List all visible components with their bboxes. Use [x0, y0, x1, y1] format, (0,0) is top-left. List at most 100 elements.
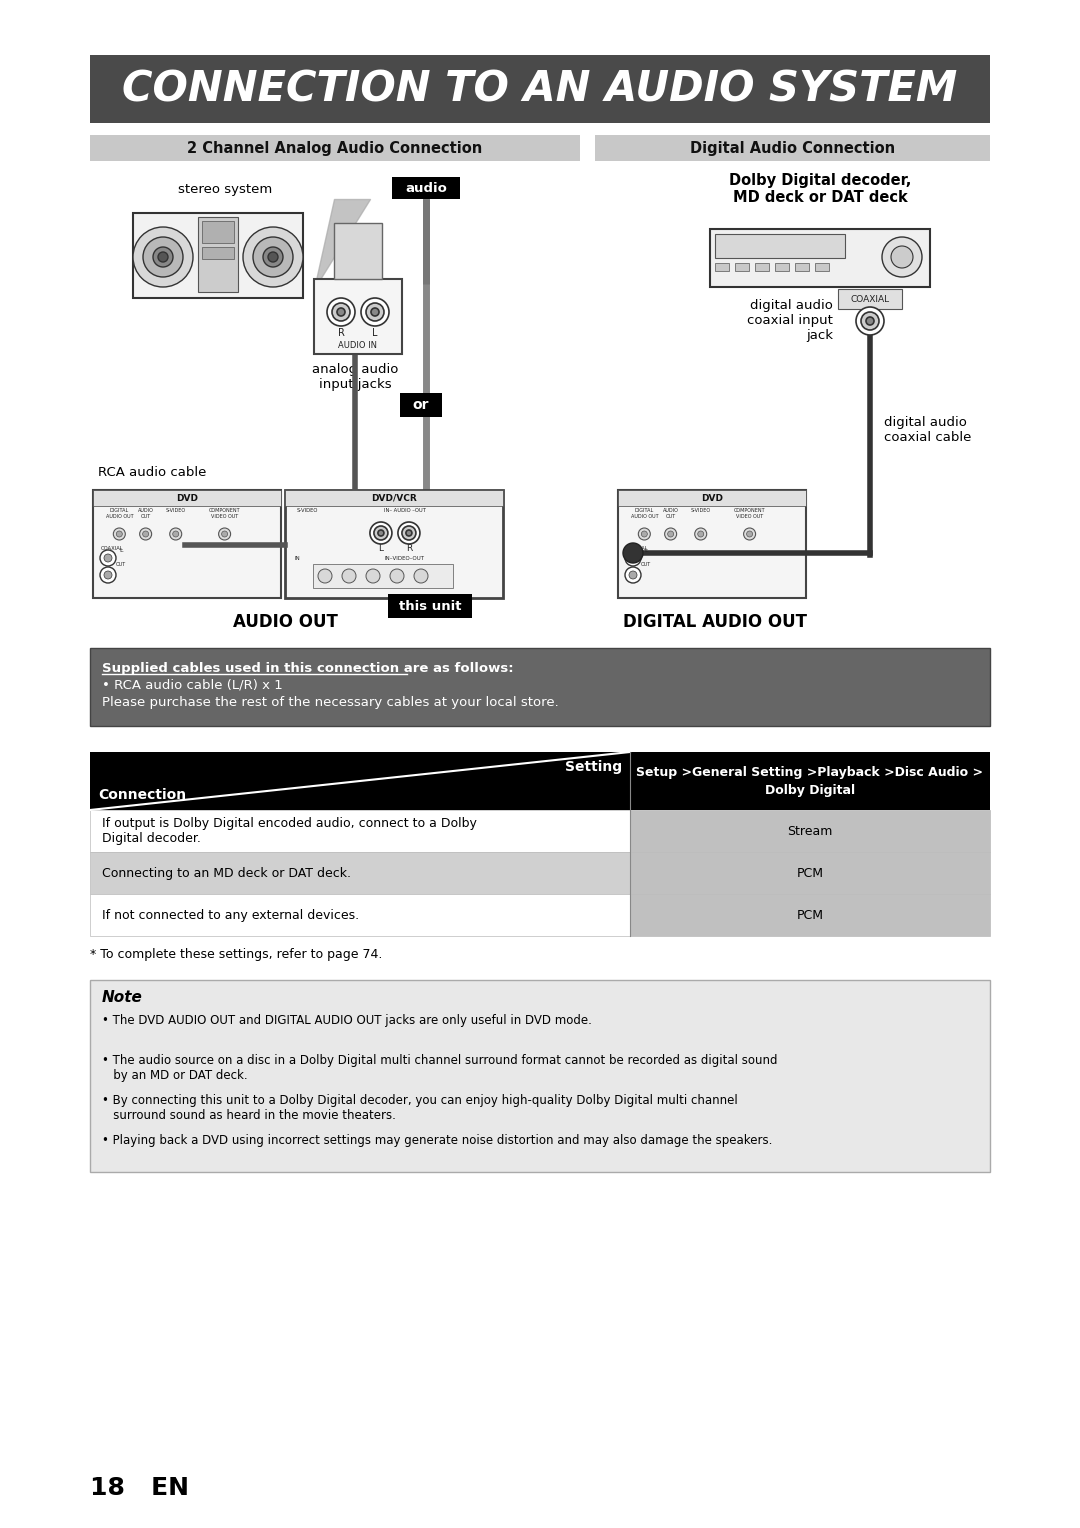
Text: IN– AUDIO –OUT: IN– AUDIO –OUT	[383, 507, 426, 513]
Circle shape	[143, 532, 149, 536]
Bar	[90, 648, 990, 726]
Text: * To complete these settings, refer to page 74.: * To complete these settings, refer to p…	[90, 947, 382, 961]
Bar	[313, 564, 453, 588]
Circle shape	[158, 252, 168, 261]
Bar	[90, 134, 580, 160]
Text: or: or	[413, 397, 429, 413]
Text: Stream: Stream	[787, 825, 833, 837]
Text: IN–VIDEO–OUT: IN–VIDEO–OUT	[384, 556, 424, 561]
Text: If not connected to any external devices.: If not connected to any external devices…	[102, 909, 360, 921]
Text: Setting: Setting	[565, 759, 622, 775]
Circle shape	[378, 530, 383, 536]
Text: L: L	[645, 547, 648, 553]
Circle shape	[625, 550, 642, 565]
Text: digital audio
coaxial cable: digital audio coaxial cable	[885, 416, 971, 445]
Bar	[838, 289, 902, 309]
Bar	[595, 134, 990, 160]
Circle shape	[856, 307, 885, 335]
Bar	[90, 853, 630, 894]
Bar	[715, 263, 729, 270]
Text: Please purchase the rest of the necessary cables at your local store.: Please purchase the rest of the necessar…	[102, 695, 558, 709]
Bar	[755, 263, 769, 270]
Bar	[710, 229, 930, 287]
Text: S-VIDEO: S-VIDEO	[297, 507, 319, 513]
Circle shape	[117, 532, 122, 536]
Circle shape	[173, 532, 178, 536]
Bar	[630, 810, 990, 853]
Text: RCA audio cable: RCA audio cable	[98, 466, 206, 478]
Text: CONNECTION TO AN AUDIO SYSTEM: CONNECTION TO AN AUDIO SYSTEM	[122, 69, 958, 110]
Text: Connection: Connection	[98, 788, 186, 802]
Circle shape	[327, 298, 355, 325]
Text: this unit: this unit	[399, 599, 461, 613]
Circle shape	[882, 237, 922, 277]
Text: analog audio
input jacks: analog audio input jacks	[312, 364, 399, 391]
Bar	[198, 217, 238, 292]
Bar	[202, 248, 234, 260]
Circle shape	[390, 568, 404, 584]
Circle shape	[139, 529, 151, 539]
Text: COAXIAL: COAXIAL	[626, 545, 649, 550]
Circle shape	[268, 252, 278, 261]
Circle shape	[104, 571, 112, 579]
Circle shape	[143, 237, 183, 277]
Circle shape	[629, 555, 637, 562]
Bar	[202, 222, 234, 243]
Text: L: L	[378, 544, 383, 553]
Circle shape	[397, 523, 420, 544]
Circle shape	[133, 228, 193, 287]
Bar	[388, 594, 472, 617]
Circle shape	[746, 532, 753, 536]
Circle shape	[366, 303, 384, 321]
Circle shape	[642, 532, 647, 536]
Circle shape	[370, 523, 392, 544]
Text: DVD: DVD	[701, 494, 723, 503]
Text: Supplied cables used in this connection are as follows:: Supplied cables used in this connection …	[102, 662, 514, 675]
Text: AUDIO
OUT: AUDIO OUT	[138, 507, 153, 520]
Circle shape	[891, 246, 913, 267]
Circle shape	[861, 312, 879, 330]
Text: Dolby Digital decoder,
MD deck or DAT deck: Dolby Digital decoder, MD deck or DAT de…	[729, 173, 912, 205]
Circle shape	[372, 309, 379, 316]
Text: 18   EN: 18 EN	[90, 1476, 189, 1500]
Circle shape	[694, 529, 706, 539]
Text: AUDIO IN: AUDIO IN	[338, 341, 378, 350]
Circle shape	[170, 529, 181, 539]
Text: L: L	[373, 329, 378, 338]
Circle shape	[100, 550, 116, 565]
Circle shape	[402, 526, 416, 539]
Circle shape	[361, 298, 389, 325]
Text: DIGITAL AUDIO OUT: DIGITAL AUDIO OUT	[623, 613, 807, 631]
Text: • Playing back a DVD using incorrect settings may generate noise distortion and : • Playing back a DVD using incorrect set…	[102, 1134, 772, 1148]
Bar	[90, 979, 990, 1172]
Circle shape	[153, 248, 173, 267]
Text: DVD: DVD	[176, 494, 198, 503]
Text: IN: IN	[294, 556, 300, 561]
Text: AUDIO
OUT: AUDIO OUT	[663, 507, 678, 520]
Text: L: L	[119, 547, 123, 553]
Bar	[795, 263, 809, 270]
Text: Setup >General Setting >Playback >Disc Audio >
Dolby Digital: Setup >General Setting >Playback >Disc A…	[636, 766, 984, 796]
Text: If output is Dolby Digital encoded audio, connect to a Dolby
Digital decoder.: If output is Dolby Digital encoded audio…	[102, 817, 477, 845]
Bar	[735, 263, 750, 270]
Circle shape	[374, 526, 388, 539]
Circle shape	[264, 248, 283, 267]
Circle shape	[698, 532, 704, 536]
Circle shape	[744, 529, 756, 539]
Circle shape	[243, 228, 303, 287]
Circle shape	[100, 567, 116, 584]
Text: 2 Channel Analog Audio Connection: 2 Channel Analog Audio Connection	[187, 141, 483, 156]
Text: • RCA audio cable (L/R) x 1: • RCA audio cable (L/R) x 1	[102, 678, 283, 691]
Text: • By connecting this unit to a Dolby Digital decoder, you can enjoy high-quality: • By connecting this unit to a Dolby Dig…	[102, 1094, 738, 1122]
Bar	[400, 393, 442, 417]
Text: • The DVD AUDIO OUT and DIGITAL AUDIO OUT jacks are only useful in DVD mode.: • The DVD AUDIO OUT and DIGITAL AUDIO OU…	[102, 1015, 592, 1027]
Text: DVD/VCR: DVD/VCR	[372, 494, 417, 503]
Circle shape	[366, 568, 380, 584]
Circle shape	[866, 316, 874, 325]
Text: S-VIDEO: S-VIDEO	[690, 507, 711, 513]
Text: • The audio source on a disc in a Dolby Digital multi channel surround format ca: • The audio source on a disc in a Dolby …	[102, 1054, 778, 1082]
Circle shape	[342, 568, 356, 584]
Bar	[90, 810, 630, 853]
Bar	[314, 280, 402, 354]
Text: Note: Note	[102, 990, 143, 1005]
